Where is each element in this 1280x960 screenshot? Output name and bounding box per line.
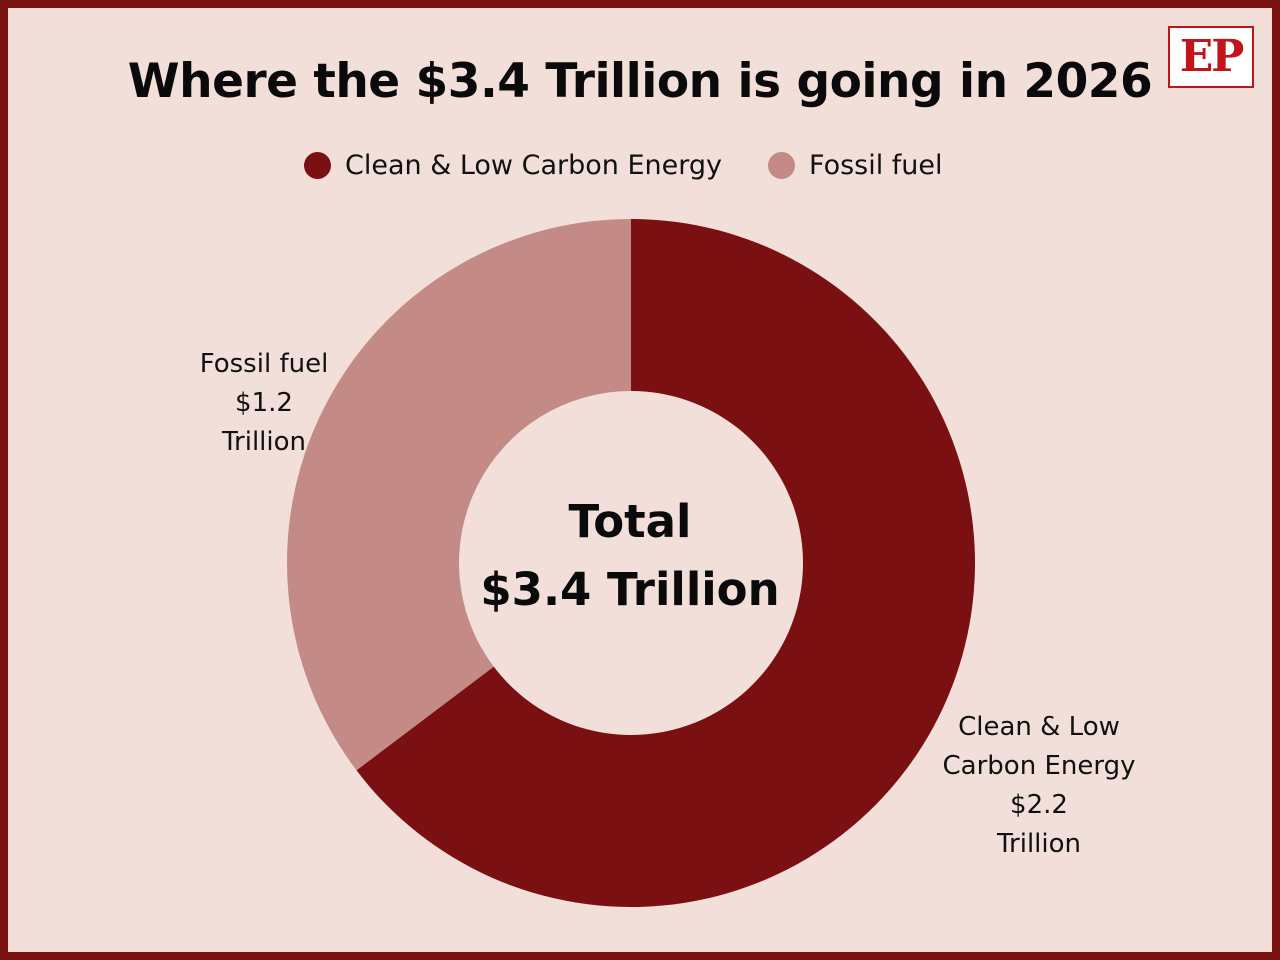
slice-label-clean-name-1: Clean & Low: [958, 712, 1120, 742]
chart-title: Where the $3.4 Trillion is going in 2026: [127, 54, 1153, 109]
slice-label-clean-value: $2.2: [1010, 790, 1068, 820]
legend-item-fossil: Fossil fuel: [768, 150, 943, 181]
legend-swatch-clean: [304, 152, 331, 179]
slice-label-fossil-unit: Trillion: [221, 427, 307, 457]
slice-label-clean-name-2: Carbon Energy: [942, 751, 1136, 781]
donut-chart: [287, 219, 976, 908]
slice-label-fossil: Fossil fuel $1.2 Trillion: [184, 345, 344, 462]
slice-label-fossil-value: $1.2: [235, 388, 293, 418]
center-label: Total $3.4 Trillion: [460, 488, 800, 623]
legend: Clean & Low Carbon Energy Fossil fuel: [8, 150, 1272, 190]
legend-label-clean: Clean & Low Carbon Energy: [345, 150, 722, 181]
slice-label-clean-unit: Trillion: [996, 829, 1082, 859]
center-label-total: Total: [568, 495, 692, 548]
slice-label-fossil-name: Fossil fuel: [199, 349, 329, 379]
slice-fossil: [287, 219, 631, 771]
legend-swatch-fossil: [768, 152, 795, 179]
slice-clean: [356, 219, 976, 908]
ep-logo: EP: [1168, 26, 1254, 88]
center-label-value: $3.4 Trillion: [480, 562, 780, 616]
logo-text: EP: [1179, 31, 1245, 82]
legend-item-clean: Clean & Low Carbon Energy: [304, 150, 722, 181]
legend-label-fossil: Fossil fuel: [809, 150, 943, 181]
chart-frame: Where the $3.4 Trillion is going in 2026…: [8, 8, 1272, 952]
slice-label-clean: Clean & Low Carbon Energy $2.2 Trillion: [924, 708, 1154, 864]
